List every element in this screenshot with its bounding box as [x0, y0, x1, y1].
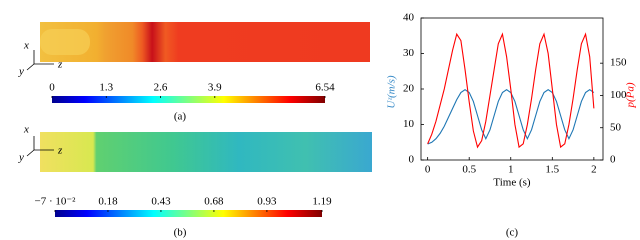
axis-x-a: x [23, 40, 29, 52]
colorbar-tick-label: 0.68 [204, 196, 224, 208]
x-tick-label: 1 [508, 164, 514, 176]
axis-y-a: y [18, 66, 24, 78]
axes-glyph-a [26, 50, 54, 71]
colorbar-tick-label: 1.3 [99, 82, 113, 94]
x-tick-label: 0 [425, 164, 431, 176]
colorbar-tick-label: 3.9 [208, 82, 222, 94]
field-a [40, 22, 370, 62]
y-tick-label: 0 [409, 154, 415, 166]
series-line [427, 89, 595, 145]
field-b [40, 132, 372, 172]
y-tick-label: 40 [403, 12, 415, 24]
axes-glyph-b [26, 136, 54, 157]
axis-z-b: z [57, 145, 63, 157]
colorbar-a [52, 96, 325, 103]
axis-x-b: x [23, 124, 29, 136]
colorbar-tick-label: 0.43 [151, 196, 171, 208]
y2-tick-label: 50 [610, 121, 622, 133]
series-line [427, 32, 595, 149]
caption-c: (c) [506, 227, 519, 239]
axis-z-a: z [57, 59, 63, 71]
caption-a: (a) [174, 111, 187, 123]
x-tick-label: 2 [591, 164, 597, 176]
colorbar-tick-label: 6.54 [315, 82, 335, 94]
y-tick-label: 30 [403, 47, 415, 59]
colorbar-tick-label: 0.93 [257, 196, 277, 208]
y2-tick-label: 150 [610, 57, 627, 69]
y2-axis-label: p(Pa) [625, 82, 637, 108]
y2-tick-label: 100 [610, 89, 627, 101]
colorbar-tick-label: 2.6 [154, 82, 168, 94]
field-a-core [40, 29, 90, 55]
colorbar-tick-label: −7 · 10⁻² [35, 196, 77, 208]
y-tick-label: 20 [403, 83, 415, 95]
y-axis-label: Uᶻ(m/s) [386, 75, 398, 109]
axis-y-b: y [18, 152, 24, 164]
colorbar-tick-label: 1.19 [312, 196, 332, 208]
y-tick-label: 10 [403, 118, 415, 130]
plot-frame [420, 17, 604, 161]
colorbar-tick-label: 0.18 [98, 196, 118, 208]
x-tick-label: 1.5 [545, 164, 559, 176]
colorbar-tick-label: 0 [49, 82, 55, 94]
caption-b: (b) [174, 227, 187, 239]
y2-tick-label: 0 [610, 154, 616, 166]
x-axis-label: Time (s) [493, 177, 531, 189]
colorbar-b [55, 210, 322, 217]
x-tick-label: 0.5 [462, 164, 476, 176]
